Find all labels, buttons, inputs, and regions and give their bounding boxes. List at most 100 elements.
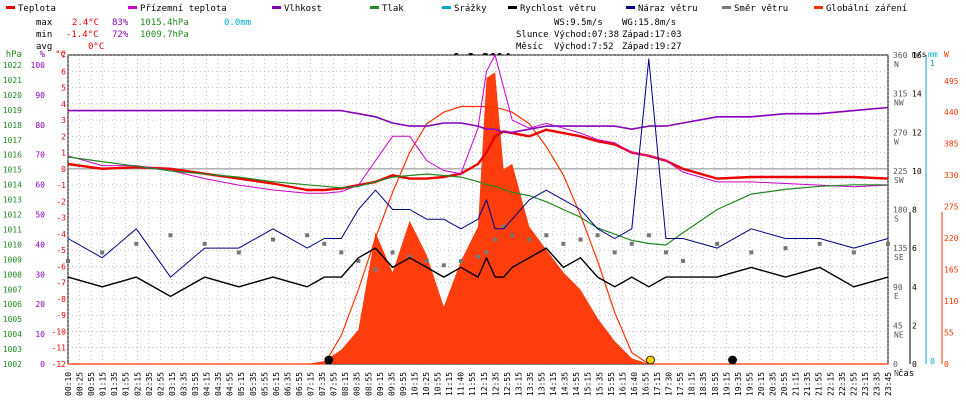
legend-label: Náraz větru (638, 4, 698, 14)
x-tick-label: 17:15 (653, 372, 662, 396)
series-direction-marker (612, 250, 617, 255)
axis-tick-pressure: 1005 (3, 315, 22, 324)
series-line (67, 156, 888, 246)
x-tick-label: 15:15 (584, 372, 593, 396)
series-direction-marker (501, 224, 506, 229)
axis-tick-temperature: -8 (56, 295, 66, 304)
axis-tick-direction: 180 (893, 206, 908, 215)
axis-tick-humidity: 90 (35, 91, 45, 100)
axis-tick-radiation: 110 (944, 297, 959, 306)
axis-tick-radiation: 440 (944, 108, 959, 117)
series-clear-sky-curve (68, 105, 888, 365)
axis-tick-temperature: 0 (61, 165, 66, 174)
series-direction-marker (510, 233, 515, 238)
stats-max-press: 1015.4hPa (140, 18, 189, 28)
axis-label-humidity: % (40, 50, 46, 60)
axis-tick-pressure: 1017 (3, 136, 22, 145)
x-tick-label: 18:15 (688, 372, 697, 396)
axis-cardinal: SE (894, 253, 904, 262)
series-direction-marker (561, 241, 566, 246)
axis-tick-wind-speed: 8 (912, 206, 917, 215)
x-tick-label: 09:15 (376, 372, 385, 396)
series-direction-marker (322, 241, 327, 246)
stats-rain: 0.0mm (224, 18, 251, 28)
left-axes: hPa1022102110201019101810171016101510141… (3, 50, 66, 369)
axis-tick-temperature: 3 (61, 116, 66, 125)
x-tick-label: 13:15 (514, 372, 523, 396)
axis-tick-humidity: 40 (35, 240, 45, 249)
x-tick-label: 12:15 (480, 372, 489, 396)
axis-tick-pressure: 1006 (3, 300, 22, 309)
axis-tick-pressure: 1010 (3, 240, 22, 249)
axis-tick-pressure: 1021 (3, 76, 22, 85)
axis-tick-radiation: 385 (944, 140, 959, 149)
axis-label-wind-speed: m/s (912, 50, 927, 59)
series-direction-marker (715, 241, 720, 246)
axis-tick-pressure: 1008 (3, 270, 22, 279)
x-tick-label: 11:55 (468, 372, 477, 396)
right-axes: 360N315NW270W225SW180S135SE90E45NE0Nm/s1… (893, 50, 959, 378)
axis-tick-temperature: -2 (56, 197, 66, 206)
x-tick-label: 14:35 (561, 372, 570, 396)
axis-tick-humidity: 20 (35, 300, 45, 309)
x-tick-label: 08:35 (353, 372, 362, 396)
x-tick-label: 01:15 (99, 372, 108, 396)
x-tick-label: 13:35 (526, 372, 535, 396)
series-line (67, 54, 889, 194)
axis-tick-radiation: 0 (944, 360, 949, 369)
x-axis-label: čas (898, 368, 914, 379)
wind-ws: WS:9.5m/s (554, 18, 603, 28)
x-tick-label: 11:15 (445, 372, 454, 396)
sun-rise: Východ:07:38 (554, 30, 619, 40)
stats-min-temp: -1.4°C (66, 30, 99, 40)
axis-tick-wind-speed: 12 (912, 128, 922, 137)
legend-label: Tlak (382, 4, 404, 14)
x-tick-label: 09:35 (387, 372, 396, 396)
legend-label: Globální záření (826, 4, 907, 14)
moon-set: Západ:19:27 (622, 42, 682, 52)
x-tick-label: 04:35 (214, 372, 223, 396)
series-radiation-area (68, 72, 888, 364)
axis-tick-humidity: 0 (40, 360, 45, 369)
axis-label-rain: mm (928, 50, 938, 59)
series-direction-marker (681, 259, 685, 263)
x-tick-label: 12:55 (503, 372, 512, 396)
x-tick-label: 10:15 (410, 372, 419, 396)
axis-tick-radiation: 330 (944, 171, 959, 180)
axis-tick-pressure: 1007 (3, 285, 22, 294)
axis-tick-humidity: 70 (35, 151, 45, 160)
axis-cardinal: S (894, 215, 899, 224)
axis-label-pressure: hPa (6, 50, 22, 60)
legend: Teplota Přízemní teplota Vlhkost Tlak Srážky… (6, 4, 907, 14)
x-tick-label: 22:55 (849, 372, 858, 396)
axis-tick-temperature: -11 (52, 344, 67, 353)
x-tick-label: 04:15 (203, 372, 212, 396)
axis-tick-direction: 45 (893, 321, 903, 330)
series-direction-marker (407, 254, 412, 259)
x-tick-label: 15:35 (595, 372, 604, 396)
stats-max-hum: 83% (112, 18, 129, 28)
axis-tick-radiation: 220 (944, 234, 959, 243)
axis-tick-temperature: 1 (61, 149, 66, 158)
axis-tick-pressure: 1002 (3, 360, 22, 369)
axis-cardinal: N (894, 369, 899, 378)
axis-tick-pressure: 1013 (3, 196, 22, 205)
x-tick-label: 09:55 (399, 372, 408, 396)
x-tick-label: 19:55 (745, 372, 754, 396)
x-axis: 00:10 00:25 00:55 01:15 01:35 01:55 02:15 02:35… (64, 368, 914, 396)
axis-tick-pressure: 1004 (3, 330, 22, 339)
axis-cardinal: SW (894, 176, 904, 185)
axis-tick-rain: 1 (930, 59, 935, 68)
x-tick-label: 16:15 (618, 372, 627, 396)
sun-set: Západ:17:03 (622, 30, 682, 40)
x-tick-label: 07:55 (330, 372, 339, 396)
event-marker-moonset (728, 355, 737, 365)
axis-tick-wind-speed: 14 (912, 90, 922, 99)
x-tick-label: 08:55 (364, 372, 373, 396)
series-direction-marker (134, 241, 139, 246)
x-tick-label: 06:35 (283, 372, 292, 396)
series-direction-marker (527, 237, 532, 242)
x-tick-label: 18:35 (699, 372, 708, 396)
legend-swatch (370, 6, 379, 9)
